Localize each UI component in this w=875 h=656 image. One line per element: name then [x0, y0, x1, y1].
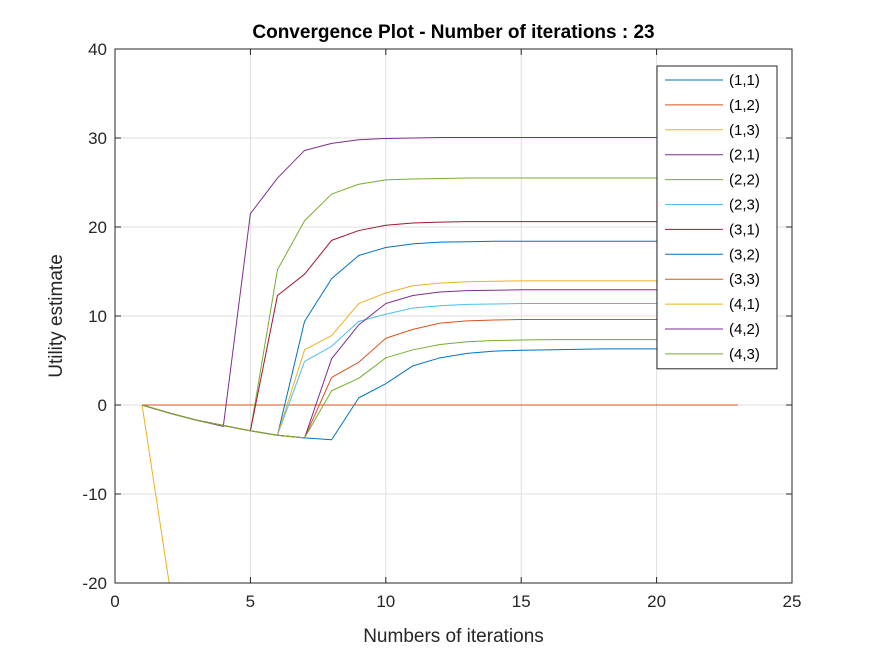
tick-labels: 0 5 10 15 20 25 -20 -10 0 10 20 30 40	[82, 40, 801, 611]
legend-entry: (3,3)	[729, 271, 760, 288]
legend-entry: (3,1)	[729, 221, 760, 238]
x-tick-label: 5	[246, 592, 255, 611]
legend-entry: (1,2)	[729, 97, 760, 114]
x-tick-label: 25	[783, 592, 802, 611]
chart-title: Convergence Plot - Number of iterations …	[252, 22, 654, 43]
series-line-2-1	[141, 137, 738, 427]
legend: (1,1) (1,2) (1,3) (2,1) (2,2) (2,3) (3,1) (3,2)…	[656, 65, 778, 370]
legend-entry: (4,2)	[729, 321, 760, 338]
series-line-4-3	[141, 339, 738, 439]
legend-items: (1,1) (1,2) (1,3) (2,1) (2,2) (2,3) (3,1) (3,2)…	[665, 72, 760, 363]
x-tick-label: 20	[647, 592, 666, 611]
legend-entry: (4,3)	[729, 346, 760, 363]
x-tick-label: 15	[512, 592, 531, 611]
y-tick-label: 0	[98, 396, 107, 415]
legend-entry: (2,1)	[729, 147, 760, 164]
y-tick-label: -10	[82, 485, 107, 504]
legend-entry: (2,2)	[729, 172, 760, 189]
legend-entry: (3,2)	[729, 246, 760, 263]
tick-marks	[114, 48, 793, 584]
y-tick-label: -20	[82, 574, 107, 593]
y-tick-label: 30	[88, 129, 107, 148]
x-tick-label: 10	[376, 592, 395, 611]
x-axis-label: Numbers of iterations	[363, 626, 544, 647]
legend-entry: (2,3)	[729, 197, 760, 214]
y-tick-label: 40	[88, 40, 107, 59]
y-tick-label: 10	[88, 307, 107, 326]
legend-entry: (1,1)	[729, 72, 760, 89]
legend-entry: (4,1)	[729, 296, 760, 313]
y-axis-label: Utility estimate	[46, 254, 67, 378]
legend-entry: (1,3)	[729, 122, 760, 139]
legend-box	[656, 65, 778, 370]
y-tick-label: 20	[88, 218, 107, 237]
x-tick-label: 0	[110, 592, 119, 611]
